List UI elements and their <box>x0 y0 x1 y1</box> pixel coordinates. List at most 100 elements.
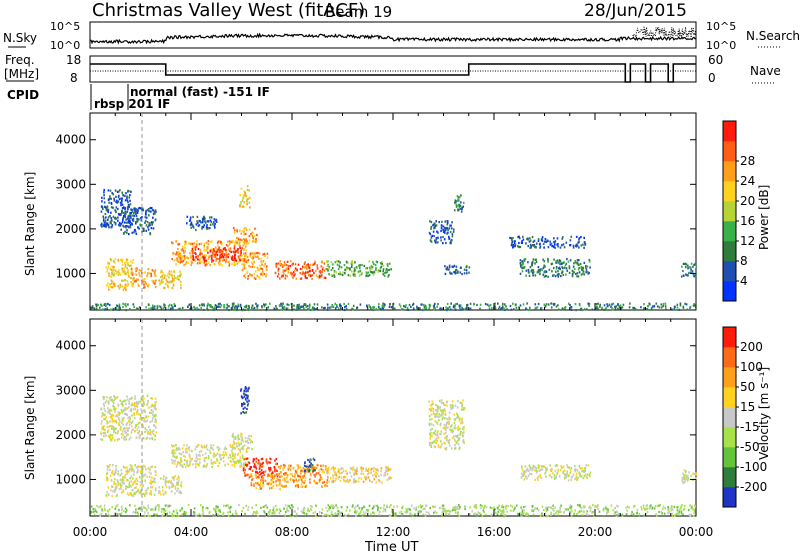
velocity-cell <box>121 403 123 406</box>
velocity-cell <box>285 480 288 484</box>
velocity-cell <box>545 467 547 470</box>
velocity-cell <box>94 507 96 511</box>
velocity-cell <box>108 397 111 400</box>
power-cell <box>195 223 198 226</box>
velocity-cell <box>360 466 363 469</box>
power-cell <box>359 270 362 273</box>
power-cell <box>210 216 213 219</box>
power-cell <box>379 267 382 270</box>
power-cell <box>154 286 157 289</box>
power-cell <box>686 274 689 277</box>
power-cell <box>99 306 101 309</box>
power-cell <box>460 210 463 213</box>
power-cell <box>198 224 201 227</box>
velocity-cell <box>273 475 275 478</box>
power-cell <box>316 303 319 306</box>
power-cell <box>146 209 149 212</box>
velocity-cell <box>299 472 302 475</box>
velocity-cell <box>182 465 184 468</box>
power-cell <box>444 272 447 275</box>
power-cell <box>240 250 242 253</box>
power-cell <box>463 268 466 271</box>
power-cell <box>245 242 248 245</box>
velocity-cell <box>289 478 292 481</box>
velocity-cell <box>155 421 157 424</box>
velocity-cell <box>432 432 434 435</box>
velocity-cell <box>258 459 260 462</box>
velocity-cell <box>240 412 242 415</box>
power-cell <box>437 241 439 244</box>
power-cell <box>410 305 412 308</box>
velocity-cell <box>459 505 461 509</box>
power-cell <box>107 224 110 227</box>
power-cell <box>448 264 451 267</box>
velocity-cell <box>115 482 117 485</box>
velocity-cell <box>352 466 355 469</box>
velocity-cell <box>334 473 336 476</box>
power-cell <box>282 274 284 277</box>
velocity-cell <box>319 474 321 477</box>
power-cell <box>244 252 247 255</box>
velocity-cell <box>234 460 236 463</box>
power-cell <box>175 253 177 256</box>
velocity-cell <box>566 470 569 473</box>
power-cell <box>222 259 224 262</box>
velocity-cell <box>558 475 561 478</box>
power-cell <box>293 308 295 311</box>
power-cell <box>523 266 526 269</box>
velocity-cell <box>441 507 444 510</box>
velocity-cell <box>463 431 465 434</box>
velocity-cell <box>631 511 633 514</box>
power-cell <box>303 271 305 275</box>
velocity-cell <box>111 425 113 428</box>
velocity-cell <box>536 476 539 480</box>
velocity-cell <box>249 466 252 469</box>
power-cell <box>134 230 137 233</box>
velocity-cell <box>330 467 333 470</box>
velocity-cell <box>173 444 175 447</box>
velocity-cell <box>111 436 114 439</box>
velocity-cell <box>234 437 237 440</box>
power-cell <box>150 221 153 224</box>
velocity-cell <box>453 435 455 438</box>
velocity-cell <box>245 394 248 397</box>
velocity-cell <box>189 460 192 463</box>
velocity-cell <box>172 460 175 463</box>
velocity-cell <box>271 476 274 479</box>
velocity-cell <box>139 418 142 421</box>
power-cell <box>274 271 277 275</box>
power-cell <box>587 271 589 274</box>
power-cell <box>243 252 245 255</box>
power-cell <box>212 223 214 226</box>
velocity-cell <box>372 474 374 477</box>
power-cell <box>153 272 156 275</box>
velocity-cell <box>149 420 152 424</box>
velocity-cell <box>184 455 186 458</box>
velocity-cell <box>104 410 107 413</box>
power-cell <box>280 308 283 311</box>
velocity-cell <box>136 408 139 411</box>
power-cell <box>224 246 226 250</box>
velocity-cell <box>238 459 240 462</box>
power-cell <box>212 253 215 256</box>
velocity-cell <box>203 457 206 460</box>
velocity-cell <box>334 467 336 470</box>
power-cell <box>361 263 363 267</box>
power-cell <box>261 305 263 308</box>
power-cell <box>176 275 179 278</box>
velocity-cell <box>380 506 382 510</box>
power-cell <box>562 273 565 277</box>
velocity-cell <box>154 404 156 407</box>
power-cell <box>252 307 255 310</box>
power-cell <box>448 268 450 271</box>
velocity-cell <box>292 467 295 470</box>
power-cell <box>351 260 353 263</box>
velocity-cell <box>267 482 269 486</box>
power-cell <box>188 303 191 306</box>
velocity-cell <box>233 441 235 444</box>
power-cell <box>465 266 468 269</box>
power-cell <box>123 267 125 270</box>
power-cell <box>107 208 110 211</box>
velocity-cell <box>164 483 167 486</box>
